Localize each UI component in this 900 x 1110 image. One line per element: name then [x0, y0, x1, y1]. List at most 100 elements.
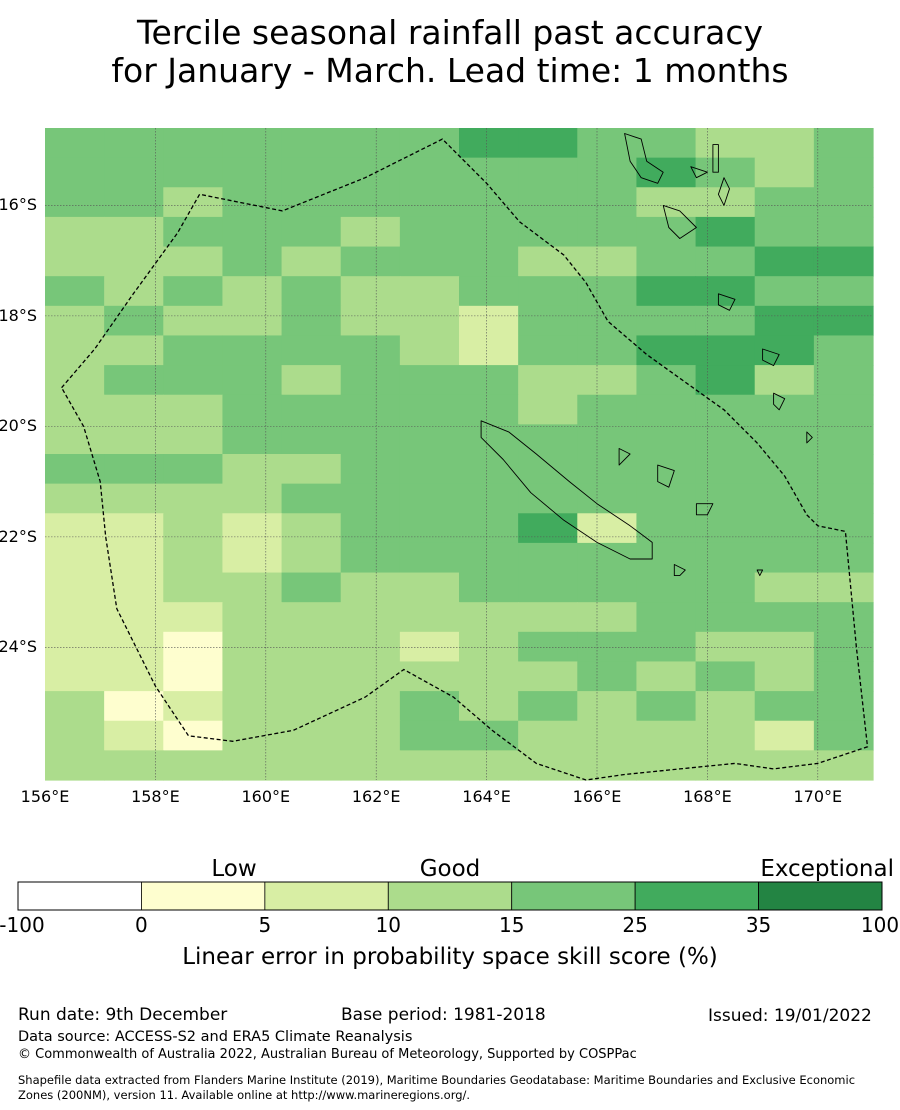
skill-cell: [281, 691, 342, 722]
skill-cell: [813, 187, 874, 218]
skill-cell: [577, 572, 638, 603]
skill-cell: [577, 276, 638, 307]
skill-cell: [45, 513, 105, 544]
skill-cell: [340, 128, 401, 159]
skill-cell: [518, 631, 578, 663]
skill-cell: [222, 394, 283, 425]
skill-cell: [636, 128, 697, 159]
skill-cell: [518, 424, 578, 455]
skill-cell: [45, 157, 105, 188]
title-line-2: for January - March. Lead time: 1 months: [111, 51, 789, 90]
skill-cell: [340, 631, 401, 663]
colorbar-tick-label: -100: [0, 913, 45, 937]
skill-cell: [577, 602, 638, 633]
skill-cell: [399, 483, 460, 514]
skill-cell: [695, 720, 756, 751]
skill-cell: [104, 661, 164, 692]
colorbar: [17, 881, 883, 911]
lon-tick-label: 164°E: [462, 787, 511, 806]
skill-cell: [459, 187, 519, 218]
skill-cell: [636, 335, 697, 366]
skill-cell: [636, 513, 697, 544]
skill-cell: [459, 542, 519, 574]
skill-cell: [281, 720, 342, 751]
skill-cell: [222, 276, 283, 307]
skill-cell: [45, 187, 105, 218]
skill-cell: [222, 542, 283, 574]
skill-cell: [340, 454, 401, 485]
skill-cell: [340, 276, 401, 307]
skill-cell: [813, 720, 874, 751]
skill-cell: [222, 246, 283, 277]
skill-cell: [104, 572, 164, 603]
skill-cell: [695, 246, 756, 277]
skill-cell: [163, 394, 224, 425]
skill-cell: [459, 661, 519, 692]
skill-cell: [340, 720, 401, 751]
skill-cell: [754, 542, 815, 574]
skill-cell: [45, 602, 105, 633]
tanna-coastline: [773, 392, 786, 411]
skill-cell: [695, 542, 756, 574]
skill-cell: [45, 246, 105, 277]
skill-cell: [222, 454, 283, 485]
lon-tick-label: 160°E: [241, 787, 291, 806]
skill-cell: [104, 602, 164, 633]
skill-cell: [636, 720, 697, 751]
colorbar-tick-label: 10: [375, 913, 402, 937]
skill-cell: [636, 216, 697, 248]
skill-cell: [281, 187, 342, 218]
skill-cell: [163, 128, 224, 159]
lon-tick-label: 156°E: [20, 787, 70, 806]
pentecost-coastline: [717, 177, 730, 206]
skill-cell: [459, 454, 519, 485]
skill-cell: [163, 513, 224, 544]
skill-cell: [459, 691, 519, 722]
skill-cell: [104, 246, 164, 277]
skill-cell: [340, 483, 401, 514]
skill-cell: [222, 661, 283, 692]
colorbar-segment: [758, 881, 883, 911]
skill-cell: [518, 572, 578, 603]
skill-cell: [399, 513, 460, 544]
skill-cell: [813, 157, 874, 188]
skill-cell: [104, 216, 164, 248]
skill-cell: [45, 661, 105, 692]
skill-cell: [518, 365, 578, 396]
skill-cell: [695, 276, 756, 307]
skill-cell: [281, 424, 342, 455]
issued-date: Issued: 19/01/2022: [708, 1006, 872, 1026]
skill-cell: [163, 276, 224, 307]
skill-cell: [636, 602, 697, 633]
skill-cell: [813, 454, 874, 485]
skill-cell: [399, 187, 460, 218]
skill-cell: [399, 335, 460, 366]
skill-cell: [813, 661, 874, 692]
skill-cell: [695, 128, 756, 159]
skill-cell: [518, 513, 578, 544]
skill-cell: [340, 572, 401, 603]
skill-cell: [577, 157, 638, 188]
skill-cell: [340, 394, 401, 425]
skill-cell: [813, 128, 874, 159]
data-source: Data source: ACCESS-S2 and ERA5 Climate …: [18, 1029, 413, 1045]
skill-cell: [813, 335, 874, 366]
skill-cell: [104, 542, 164, 574]
skill-cell: [577, 128, 638, 159]
skill-cell: [636, 394, 697, 425]
malakula-coastline: [662, 204, 697, 239]
skill-cell: [163, 631, 224, 663]
ambae-coastline: [690, 166, 708, 179]
skill-cell: [281, 602, 342, 633]
skill-grid: [45, 128, 874, 781]
skill-cell: [45, 750, 105, 781]
skill-cell: [163, 602, 224, 633]
skill-cell: [281, 335, 342, 366]
skill-cell: [45, 542, 105, 574]
skill-cell: [399, 572, 460, 603]
skill-cell: [518, 276, 578, 307]
skill-cell: [104, 750, 164, 781]
skill-cell: [754, 157, 815, 188]
lat-tick-label: 24°S: [0, 637, 37, 657]
